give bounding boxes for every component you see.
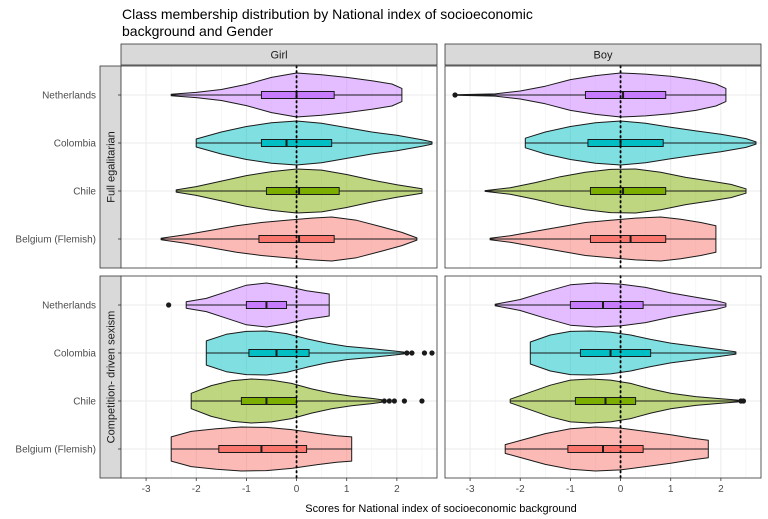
- x-tick-label: -1: [566, 484, 575, 495]
- panel-competition-driven-sexism-girl-belgium-flemish-box: [218, 445, 308, 453]
- x-tick-label: 1: [344, 484, 350, 495]
- panel-competition-driven-sexism-girl-border: [120, 275, 438, 479]
- panel-competition-driven-sexism-boy-chile-outlier: [740, 398, 747, 404]
- y-tick-label-netherlands: Netherlands: [42, 91, 96, 102]
- x-tick-label: -3: [142, 484, 151, 495]
- x-tick-label: 2: [718, 484, 724, 495]
- panel-full-egalitarian-girl-netherlands-box: [260, 91, 335, 99]
- panel-competition-driven-sexism-girl-colombia-outlier: [409, 350, 415, 356]
- panel-competition-driven-sexism-girl-netherlands-outlier: [166, 302, 172, 308]
- y-tick-label-netherlands: Netherlands: [42, 301, 96, 312]
- panel-competition-driven-sexism-girl-chile-outlier: [386, 398, 392, 404]
- strip-girl: [120, 43, 438, 66]
- panel-full-egalitarian-boy-netherlands-outlier: [452, 92, 458, 98]
- panel-competition-driven-sexism-girl-chile-outlier: [401, 398, 407, 404]
- y-tick-label-belgium-flemish: Belgium (Flemish): [15, 445, 96, 456]
- panel-competition-driven-sexism-boy-belgium-flemish-box: [567, 445, 644, 453]
- y-tick-label-chile: Chile: [73, 397, 96, 408]
- strip-boy: [444, 43, 762, 66]
- panel-full-egalitarian-boy-border: [444, 65, 762, 269]
- y-tick-label-chile: Chile: [73, 187, 96, 198]
- panel-competition-driven-sexism-boy-netherlands-box: [569, 301, 644, 309]
- strip-label-boy: Boy: [594, 50, 613, 62]
- panel-full-egalitarian-boy-belgium-flemish-box: [589, 235, 667, 243]
- chart-title-line-1: Class membership distribution by Nationa…: [122, 6, 533, 22]
- x-tick-label: 1: [668, 484, 674, 495]
- panel-full-egalitarian-girl-chile-box: [265, 187, 340, 195]
- panel-full-egalitarian-boy-chile-box: [589, 187, 667, 195]
- panel-full-egalitarian-boy-colombia-box: [587, 139, 664, 147]
- x-tick-label: 0: [294, 484, 300, 495]
- x-tick-label: -1: [242, 484, 251, 495]
- panel-competition-driven-sexism-boy-border: [444, 275, 762, 479]
- panel-competition-driven-sexism-girl-chile-outlier: [419, 398, 425, 404]
- y-tick-label-colombia: Colombia: [54, 139, 97, 150]
- row-strip-label-competition-driven-sexism: Competition- driven sexism: [106, 311, 118, 444]
- panel-competition-driven-sexism-girl-chile-box: [240, 397, 298, 405]
- plot-layer: Girl Boy Full egalitarian Competition- driv…: [15, 43, 762, 495]
- x-tick-label: 2: [394, 484, 400, 495]
- x-axis-title: Scores for National index of socioeconom…: [305, 503, 576, 515]
- panel-competition-driven-sexism-girl-chile-outlier: [391, 398, 397, 404]
- chart-title-line-2: background and Gender: [122, 23, 273, 39]
- panel-competition-driven-sexism-girl-colombia-outlier: [429, 350, 435, 356]
- panel-competition-driven-sexism-girl-colombia-outlier: [404, 350, 410, 356]
- panel-full-egalitarian-girl-border: [120, 65, 438, 269]
- panel-competition-driven-sexism-boy-colombia-box: [579, 349, 652, 357]
- x-tick-label: 0: [618, 484, 624, 495]
- x-tick-label: -2: [516, 484, 525, 495]
- panel-full-egalitarian-boy-netherlands-box: [584, 91, 667, 99]
- x-tick-label: -2: [192, 484, 201, 495]
- strip-label-girl: Girl: [270, 50, 287, 62]
- x-tick-label: -3: [466, 484, 475, 495]
- panel-competition-driven-sexism-girl-colombia-box: [248, 349, 310, 357]
- panel-competition-driven-sexism-girl-chile-outlier: [381, 398, 387, 404]
- y-tick-label-colombia: Colombia: [54, 349, 97, 360]
- row-strip-label-full-egalitarian: Full egalitarian: [106, 131, 118, 203]
- y-tick-label-belgium-flemish: Belgium (Flemish): [15, 235, 96, 246]
- panel-competition-driven-sexism-girl-colombia-outlier: [421, 350, 428, 356]
